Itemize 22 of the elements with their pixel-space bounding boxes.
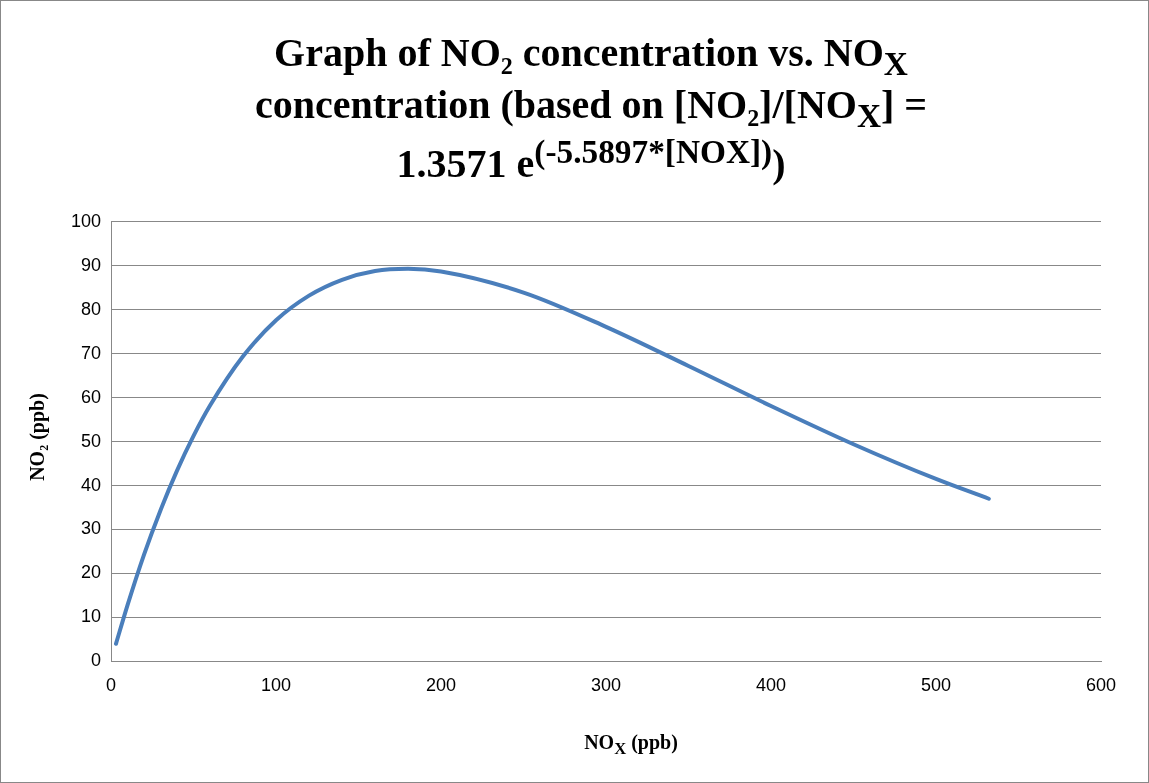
y-tick-label: 80 — [81, 298, 102, 319]
x-tick-label: 400 — [755, 675, 787, 696]
x-tick-label: 200 — [426, 675, 457, 696]
x-axis-title: NO$_{X}$ (ppb) — [584, 731, 678, 759]
x-tick-label: 100 — [261, 675, 292, 696]
y-tick-label: 50 — [81, 430, 102, 451]
line-series — [113, 266, 991, 646]
y-tick-label: 60 — [81, 386, 102, 407]
x-tick-label: 500 — [920, 675, 952, 696]
y-tick-label: 0 — [91, 650, 102, 671]
y-tick-label: 90 — [81, 254, 102, 275]
x-tick-label: 600 — [1085, 675, 1117, 696]
x-tick-label: 300 — [590, 675, 622, 696]
y-tick-label: 30 — [81, 518, 102, 539]
y-axis-title: NO₂ (ppb) — [25, 393, 49, 481]
y-tick-label: 10 — [81, 606, 102, 627]
y-tick-label: 20 — [81, 562, 102, 583]
y-tick-label: 70 — [81, 342, 102, 363]
y-tick-label: 40 — [81, 474, 102, 495]
chart-title: Graph of NO₂ concentration vs. NO$_{X}$ concentration (based on [NO₂]/[NO$_{X}$] = 1.3571 e$^{(-5.5897*[NOX])}$) — [254, 30, 928, 187]
x-tick-label: 0 — [106, 675, 117, 696]
y-tick-label: 100 — [70, 210, 102, 231]
